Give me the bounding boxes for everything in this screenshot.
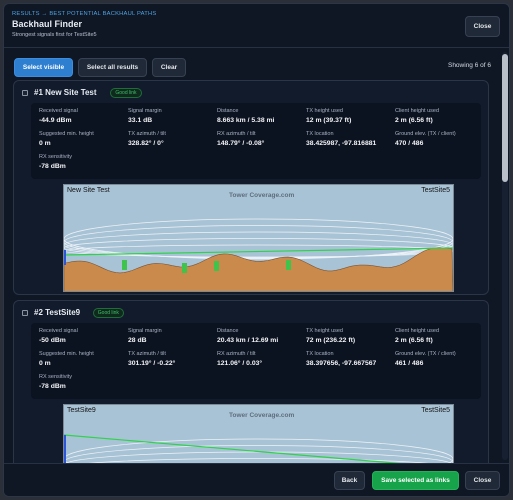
tree: [214, 261, 219, 271]
footer-button[interactable]: Close: [465, 471, 500, 490]
tree: [122, 260, 127, 270]
result-card: #2 TestSite9 Good link Received signal -50 …: [13, 300, 489, 463]
field-label: TX azimuth / tilt: [128, 131, 166, 137]
fresnel-zone: [64, 244, 453, 258]
profile-right-label: TestSite5: [421, 407, 450, 414]
profile-right-label: TestSite5: [421, 187, 450, 194]
field-label: Received signal: [39, 108, 78, 114]
fresnel-zone: [88, 458, 429, 463]
title: Backhaul Finder: [12, 19, 83, 29]
field-value: -50 dBm: [39, 337, 66, 344]
scrollbar: [502, 52, 508, 460]
checkbox[interactable]: [22, 90, 28, 96]
footer-button[interactable]: Save selected as links: [372, 471, 459, 490]
field-label: Ground elev. (TX / client): [395, 351, 456, 357]
watermark: Tower Coverage.com: [229, 192, 295, 199]
toolbar-button[interactable]: Select visible: [14, 58, 73, 77]
field-value: -78 dBm: [39, 383, 66, 390]
tree: [182, 263, 187, 273]
field-label: Client height used: [395, 328, 440, 334]
fresnel-zone: [64, 218, 453, 260]
result-title: #2 TestSite9: [34, 308, 81, 317]
profile-left-label: TestSite9: [67, 407, 96, 414]
badge: Good link: [92, 308, 124, 318]
profile-graphic: [64, 218, 453, 291]
field-label: RX azimuth / tilt: [217, 351, 256, 357]
field-value: 2 m (6.56 ft): [395, 117, 433, 124]
profile-graphic: [64, 434, 453, 463]
toolbar-button[interactable]: Clear: [152, 58, 186, 77]
field-label: Received signal: [39, 328, 78, 334]
field-value: 0 m: [39, 140, 51, 147]
close-button[interactable]: Close: [465, 16, 500, 37]
breadcrumb: RESULTS → BEST POTENTIAL BACKHAUL PATHS: [12, 11, 157, 17]
field-label: TX location: [306, 131, 334, 137]
field-label: Ground elev. (TX / client): [395, 131, 456, 137]
result-card: #1 New Site Test Good link Received signal…: [13, 80, 489, 295]
field-value: 38.425987, -97.816881: [306, 140, 377, 147]
field-label: RX sensitivity: [39, 374, 73, 380]
field-value: 301.19° / -0.22°: [128, 360, 176, 367]
stats-panel: Received signal -50 dBm Signal margin 28 dB…: [31, 323, 481, 399]
field-value: 328.82° / 0°: [128, 140, 164, 147]
field-label: Signal margin: [128, 108, 162, 114]
result-title: #1 New Site Test: [34, 88, 97, 97]
terrain: [64, 247, 453, 291]
field-label: Distance: [217, 328, 239, 334]
field-label: RX azimuth / tilt: [217, 131, 256, 137]
field-value: 33.1 dB: [128, 117, 153, 124]
toolbar-button[interactable]: Select all results: [78, 58, 147, 77]
field-value: 28 dB: [128, 337, 147, 344]
field-value: 470 / 486: [395, 140, 424, 147]
field-value: 20.43 km / 12.69 mi: [217, 337, 279, 344]
profile-left-label: New Site Test: [67, 187, 110, 194]
field-value: 72 m (236.22 ft): [306, 337, 356, 344]
fresnel-zone: [64, 438, 453, 463]
link-line: [64, 247, 453, 256]
fresnel-zone: [64, 225, 453, 259]
field-value: -44.9 dBm: [39, 117, 72, 124]
field-label: TX height used: [306, 108, 343, 114]
field-label: Client height used: [395, 108, 440, 114]
field-value: 12 m (39.37 ft): [306, 117, 352, 124]
fresnel-zone: [64, 231, 453, 259]
tree: [286, 260, 291, 270]
elevation-profile: New Site Test TestSite5 Tower Coverage.com: [63, 184, 454, 292]
scrollbar-thumb[interactable]: [502, 54, 508, 182]
modal: RESULTS → BEST POTENTIAL BACKHAUL PATHS …: [3, 3, 510, 497]
field-value: 121.06° / 0.03°: [217, 360, 263, 367]
field-value: 38.397656, -97.667567: [306, 360, 377, 367]
stats-panel: Received signal -44.9 dBm Signal margin 33.…: [31, 103, 481, 179]
status: Showing 6 of 6: [447, 62, 491, 69]
link-line: [64, 434, 402, 463]
fresnel-zone: [64, 445, 453, 463]
field-label: Suggested min. height: [39, 131, 94, 137]
elevation-profile: TestSite9 TestSite5 Tower Coverage.com: [63, 404, 454, 463]
field-label: TX height used: [306, 328, 343, 334]
field-value: 461 / 486: [395, 360, 424, 367]
results-body: Select visible Select all results Clear Sh…: [4, 48, 509, 463]
fresnel-zone: [64, 238, 453, 258]
watermark: Tower Coverage.com: [229, 412, 295, 419]
field-label: RX sensitivity: [39, 154, 73, 160]
field-label: Distance: [217, 108, 239, 114]
field-label: TX location: [306, 351, 334, 357]
badge: Good link: [110, 88, 142, 98]
divider: [4, 47, 509, 48]
footer-button[interactable]: Back: [334, 471, 365, 490]
checkbox[interactable]: [22, 310, 28, 316]
field-value: 2 m (6.56 ft): [395, 337, 433, 344]
subtitle: Strongest signals first for TestSite5: [12, 32, 97, 38]
field-label: Suggested min. height: [39, 351, 94, 357]
field-value: 8.663 km / 5.38 mi: [217, 117, 275, 124]
field-value: 0 m: [39, 360, 51, 367]
field-label: Signal margin: [128, 328, 162, 334]
field-label: TX azimuth / tilt: [128, 351, 166, 357]
field-value: 148.79° / -0.08°: [217, 140, 265, 147]
field-value: -78 dBm: [39, 163, 66, 170]
